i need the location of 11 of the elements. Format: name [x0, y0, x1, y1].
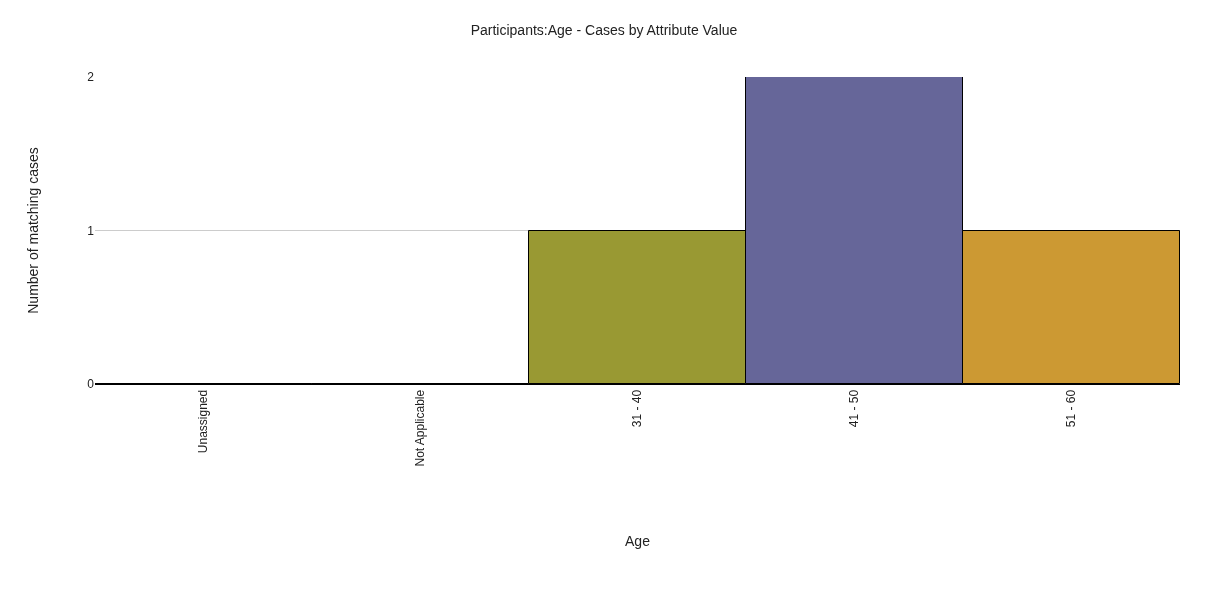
chart-title: Participants:Age - Cases by Attribute Value — [470, 21, 738, 38]
y-tick-label: 2 — [87, 70, 95, 85]
y-tick-label: 1 — [87, 223, 95, 238]
x-tick-label: Not Applicable — [413, 389, 428, 467]
x-axis-title: Age — [625, 532, 651, 549]
x-tick-label: 41 - 50 — [847, 389, 862, 428]
y-tick-label: 0 — [87, 377, 95, 392]
x-tick-label: 51 - 60 — [1064, 389, 1079, 428]
x-tick-label: 31 - 40 — [630, 389, 645, 428]
y-axis-title: Number of matching cases — [24, 147, 41, 314]
x-tick-label: Unassigned — [196, 389, 211, 454]
